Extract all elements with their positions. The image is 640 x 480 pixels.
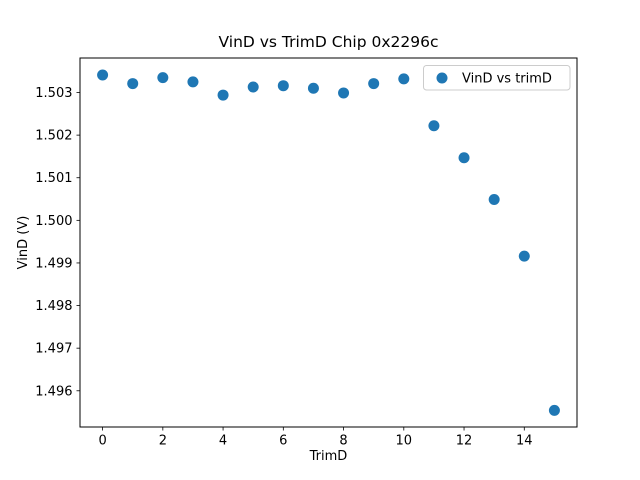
data-point	[187, 76, 199, 88]
x-tick-label: 14	[516, 434, 533, 449]
data-point	[307, 82, 319, 94]
data-point	[338, 87, 350, 99]
data-point	[217, 89, 229, 101]
y-axis-label: VinD (V)	[16, 216, 31, 270]
data-point	[488, 193, 500, 205]
y-tick-label: 1.501	[35, 171, 72, 186]
data-point	[458, 152, 470, 164]
data-point	[277, 80, 289, 92]
data-point	[97, 69, 109, 81]
data-point	[518, 250, 530, 262]
data-point	[548, 404, 560, 416]
x-tick-label: 6	[279, 434, 287, 449]
y-tick-label: 1.503	[35, 86, 72, 101]
y-tick-label: 1.500	[35, 214, 72, 229]
y-tick-label: 1.496	[35, 384, 72, 399]
legend-box	[423, 65, 571, 91]
y-tick-label: 1.499	[35, 256, 72, 271]
x-tick-label: 12	[456, 434, 473, 449]
data-point	[398, 73, 410, 85]
y-tick-label: 1.502	[35, 129, 72, 144]
x-tick-label: 0	[98, 434, 106, 449]
axes-spines	[79, 57, 578, 428]
chart-title: VinD vs TrimD Chip 0x2296c	[219, 33, 439, 51]
x-axis-label: TrimD	[309, 449, 348, 464]
data-point	[247, 81, 259, 93]
x-tick-label: 4	[219, 434, 227, 449]
data-point	[127, 78, 139, 90]
legend-label: VinD vs trimD	[462, 72, 552, 87]
x-tick-label: 8	[339, 434, 347, 449]
x-tick-label: 2	[159, 434, 167, 449]
y-tick-label: 1.497	[35, 342, 72, 357]
x-tick-label: 10	[396, 434, 413, 449]
legend-marker-icon	[436, 72, 448, 84]
y-tick-label: 1.498	[35, 299, 72, 314]
data-point	[368, 78, 380, 90]
data-point	[157, 72, 169, 84]
data-point	[428, 120, 440, 132]
